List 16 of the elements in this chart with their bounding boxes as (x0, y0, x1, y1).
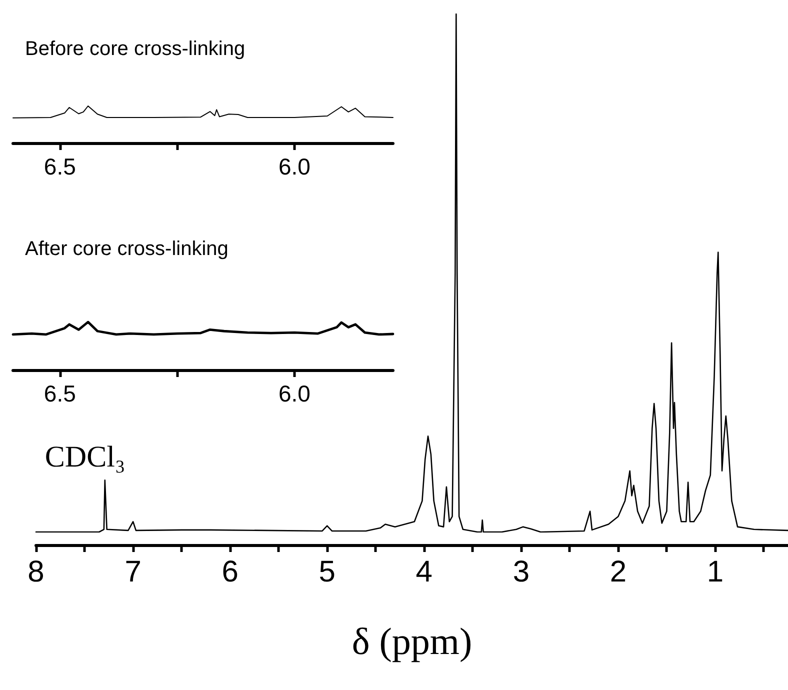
x-axis-title: δ (ppm) (352, 621, 472, 663)
x-tick-label: 6.5 (44, 154, 76, 180)
annotation: CDCl₃ (44, 440, 126, 474)
x-tick-label: 4 (416, 556, 432, 588)
x-tick-label: 3 (512, 556, 530, 588)
x-tick-label: 6.0 (278, 380, 310, 406)
x-tick-label: 6.0 (278, 154, 310, 180)
x-tick-label: 6 (222, 556, 238, 588)
x-tick-label: 2 (610, 556, 627, 588)
x-tick-label: 6.5 (44, 380, 76, 406)
x-tick-label: 5 (318, 556, 336, 588)
chart-title: After core cross-linking (25, 238, 228, 260)
chart-title: Before core cross-linking (25, 38, 246, 60)
x-tick-label: 1 (706, 556, 724, 588)
x-tick-label: 7 (124, 556, 142, 588)
x-tick-label: 8 (28, 556, 44, 588)
